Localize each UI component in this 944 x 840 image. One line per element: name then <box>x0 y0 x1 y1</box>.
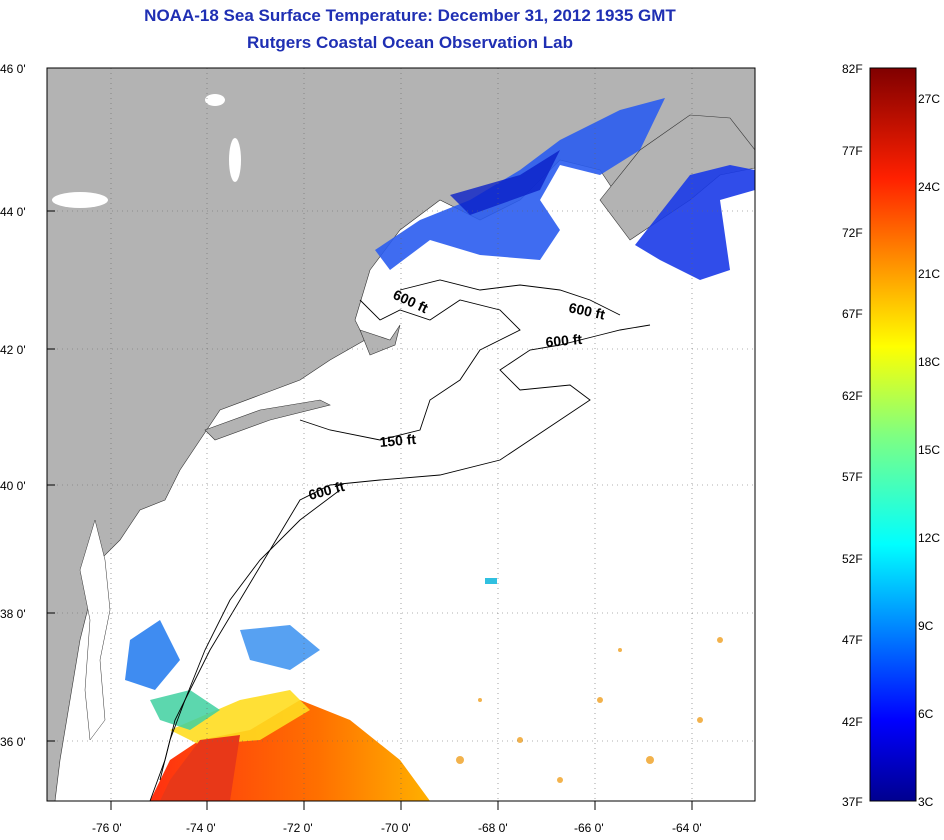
colorbar-f-label: 67F <box>842 307 863 321</box>
colorbar-c-label: 27C <box>918 92 940 106</box>
map-title: NOAA-18 Sea Surface Temperature: Decembe… <box>144 6 676 25</box>
sst-nova-scotia-east <box>635 165 755 280</box>
land-cape-cod <box>359 324 401 356</box>
colorbar-c-label: 18C <box>918 355 940 369</box>
map-subtitle: Rutgers Coastal Ocean Observation Lab <box>247 33 573 52</box>
lake <box>52 192 108 208</box>
grid-lines <box>47 68 755 801</box>
colorbar-c-label: 9C <box>918 619 934 633</box>
colorbar-f-label: 42F <box>842 715 863 729</box>
colorbar-c-label: 24C <box>918 180 940 194</box>
colorbar-f-label: 77F <box>842 144 863 158</box>
lake <box>205 94 225 106</box>
colorbar-c-label: 6C <box>918 707 934 721</box>
colorbar-f-label: 57F <box>842 470 863 484</box>
lon-label: -64 0' <box>672 821 702 835</box>
axis-ticks <box>47 67 693 810</box>
colorbar-c-labels: 27C 24C 21C 18C 15C 12C 9C 6C 3C <box>918 92 940 809</box>
colorbar-c-label: 3C <box>918 795 934 809</box>
lat-label: 46 0' <box>0 62 26 76</box>
colorbar-f-label: 72F <box>842 226 863 240</box>
contour-label: 600 ft <box>567 299 606 322</box>
colorbar-c-label: 15C <box>918 443 940 457</box>
lat-label: 36 0' <box>0 735 26 749</box>
land-long-island <box>204 399 331 441</box>
lat-label: 42 0' <box>0 343 26 357</box>
lat-label: 40 0' <box>0 479 26 493</box>
colorbar-f-label: 52F <box>842 552 863 566</box>
colorbar-f-label: 37F <box>842 795 863 809</box>
colorbar-c-label: 12C <box>918 531 940 545</box>
colorbar-c-label: 21C <box>918 267 940 281</box>
colorbar <box>869 67 917 802</box>
colorbar-f-labels: 82F 77F 72F 67F 62F 57F 52F 47F 42F 37F <box>842 62 863 809</box>
lon-label: -68 0' <box>478 821 508 835</box>
lake <box>229 138 241 182</box>
lon-label: -70 0' <box>381 821 411 835</box>
lat-label: 44 0' <box>0 205 26 219</box>
lon-label: -66 0' <box>574 821 604 835</box>
lon-label: -76 0' <box>92 821 122 835</box>
lon-label: -74 0' <box>186 821 216 835</box>
contour-label: 150 ft <box>379 431 417 450</box>
colorbar-f-label: 82F <box>842 62 863 76</box>
depth-contours <box>149 279 651 801</box>
lat-label: 38 0' <box>0 607 26 621</box>
water-chesapeake <box>79 519 111 741</box>
colorbar-f-label: 47F <box>842 633 863 647</box>
colorbar-f-label: 62F <box>842 389 863 403</box>
lon-label: -72 0' <box>283 821 313 835</box>
contour-label: 600 ft <box>545 331 583 350</box>
